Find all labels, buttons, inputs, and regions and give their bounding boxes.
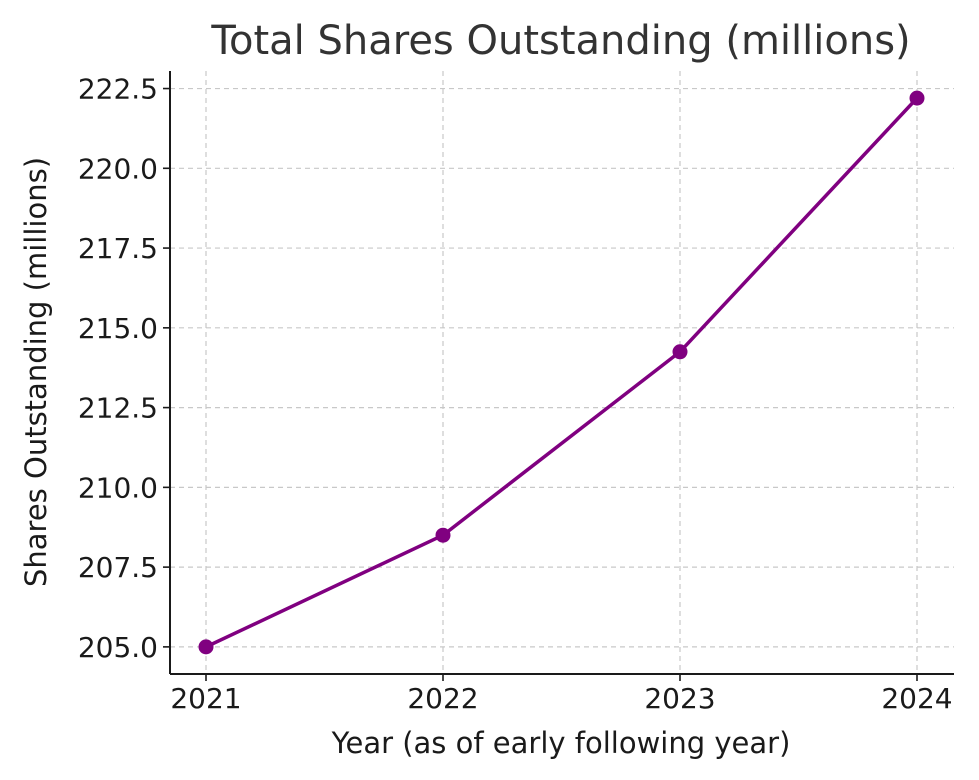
data-point [909, 90, 925, 106]
y-tick-label: 210.0 [78, 471, 158, 504]
data-point [198, 639, 214, 655]
y-tick-label: 205.0 [78, 631, 158, 664]
x-tick-label: 2021 [170, 682, 241, 715]
x-axis-ticks: 2021 2022 2023 2024 [170, 674, 953, 715]
x-tick-label: 2023 [644, 682, 715, 715]
y-tick-label: 215.0 [78, 312, 158, 345]
y-tick-label: 212.5 [78, 392, 158, 425]
y-tick-label: 220.0 [78, 152, 158, 185]
grid [170, 71, 954, 674]
data-point [672, 344, 688, 360]
x-axis-label: Year (as of early following year) [331, 726, 791, 760]
y-tick-label: 217.5 [78, 232, 158, 265]
series [198, 90, 925, 655]
y-tick-label: 222.5 [78, 73, 158, 106]
x-tick-label: 2024 [881, 682, 952, 715]
y-axis-ticks: 205.0 207.5 210.0 212.5 215.0 217.5 220.0 222.5 [78, 73, 170, 664]
y-axis-label: Shares Outstanding (millions) [19, 157, 53, 587]
y-tick-label: 207.5 [78, 551, 158, 584]
data-point [435, 527, 451, 543]
chart-title: Total Shares Outstanding (millions) [210, 18, 910, 64]
x-tick-label: 2022 [407, 682, 478, 715]
series-line [205, 96, 919, 649]
